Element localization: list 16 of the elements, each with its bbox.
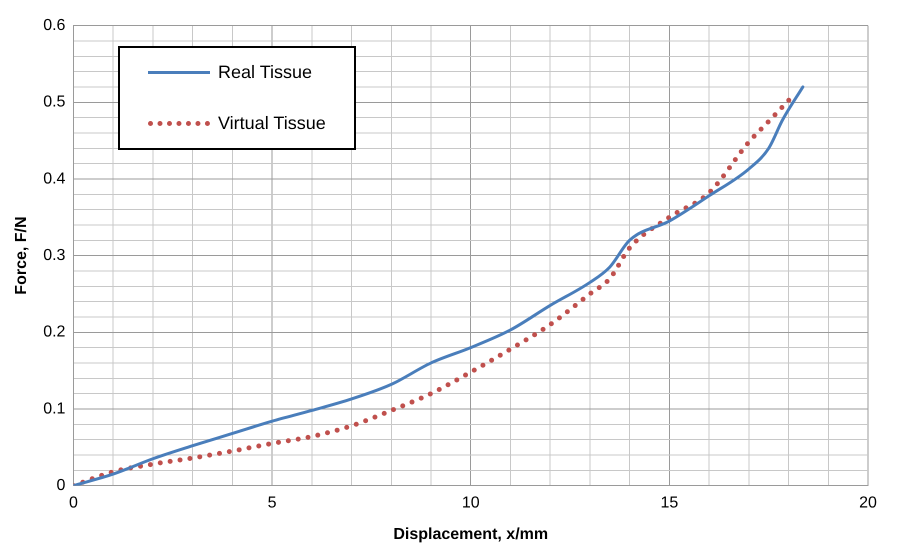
y-tick-label: 0: [56, 477, 66, 494]
y-tick-label: 0.6: [43, 17, 66, 34]
y-tick-label: 0.3: [43, 247, 66, 264]
y-axis-title: Force, F/N: [13, 216, 30, 295]
y-tick-label: 0.5: [43, 94, 66, 111]
x-tick-label: 0: [68, 494, 78, 512]
x-tick-label: 15: [660, 494, 678, 512]
x-tick-label: 10: [462, 494, 480, 512]
x-tick-label: 5: [268, 494, 277, 512]
x-axis-title: Displacement, x/mm: [393, 526, 548, 543]
y-tick-label: 0.4: [43, 170, 66, 188]
x-tick-label: 20: [859, 494, 877, 512]
y-tick-label: 0.1: [43, 400, 66, 418]
legend-label: Real Tissue: [218, 62, 312, 83]
legend-label: Virtual Tissue: [218, 113, 326, 134]
y-tick-label: 0.2: [43, 324, 66, 341]
